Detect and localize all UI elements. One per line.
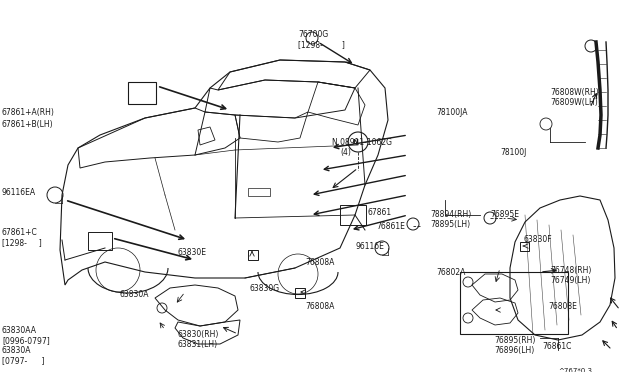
Bar	[88, 232, 112, 250]
Text: 76749(LH): 76749(LH)	[550, 276, 590, 285]
Text: [0996-0797]: [0996-0797]	[2, 336, 50, 345]
Text: 67861+A(RH): 67861+A(RH)	[2, 108, 55, 117]
Text: 76808A: 76808A	[305, 302, 334, 311]
Text: 67861: 67861	[368, 208, 392, 217]
Text: 63830A: 63830A	[2, 346, 31, 355]
Text: 63830A: 63830A	[120, 290, 150, 299]
Text: 78894(RH): 78894(RH)	[430, 210, 471, 219]
Text: 63831(LH): 63831(LH)	[178, 340, 218, 349]
Text: N 08911-1062G: N 08911-1062G	[332, 138, 392, 147]
Text: 67861+C: 67861+C	[2, 228, 38, 237]
Text: 76896(LH): 76896(LH)	[494, 346, 534, 355]
Text: [1298-        ]: [1298- ]	[298, 40, 345, 49]
Text: 63830AA: 63830AA	[2, 326, 37, 335]
Text: [0797-      ]: [0797- ]	[2, 356, 45, 365]
Text: 76808W(RH): 76808W(RH)	[550, 88, 599, 97]
Bar	[460, 272, 568, 334]
Text: N: N	[352, 139, 358, 145]
Text: 78100JA: 78100JA	[436, 108, 467, 117]
Text: [1298-     ]: [1298- ]	[2, 238, 42, 247]
Text: 76861C: 76861C	[542, 342, 572, 351]
Bar	[295, 288, 305, 298]
Text: 76809W(LH): 76809W(LH)	[550, 98, 598, 107]
Text: 78895(LH): 78895(LH)	[430, 220, 470, 229]
Text: 63830(RH): 63830(RH)	[178, 330, 220, 339]
Bar	[340, 205, 366, 225]
Text: 96116E: 96116E	[355, 242, 384, 251]
Text: 96116EA: 96116EA	[2, 188, 36, 197]
Text: 76895E: 76895E	[490, 210, 519, 219]
Text: 76861E: 76861E	[376, 222, 405, 231]
Text: 76808A: 76808A	[305, 258, 334, 267]
Bar	[128, 82, 156, 104]
Text: 78100J: 78100J	[500, 148, 526, 157]
Text: 63830E: 63830E	[178, 248, 207, 257]
Bar	[248, 188, 270, 196]
Bar	[520, 242, 529, 251]
Text: 76748(RH): 76748(RH)	[550, 266, 591, 275]
Text: 63830G: 63830G	[250, 284, 280, 293]
Text: 76700G: 76700G	[298, 30, 328, 39]
Text: 67861+B(LH): 67861+B(LH)	[2, 120, 54, 129]
Text: 76802A: 76802A	[436, 268, 465, 277]
Bar	[248, 250, 258, 260]
Text: 76895(RH): 76895(RH)	[494, 336, 536, 345]
Text: 63830F: 63830F	[524, 235, 552, 244]
Text: 76808E: 76808E	[548, 302, 577, 311]
Text: (4): (4)	[340, 148, 351, 157]
Text: ^767*0.3: ^767*0.3	[558, 368, 592, 372]
